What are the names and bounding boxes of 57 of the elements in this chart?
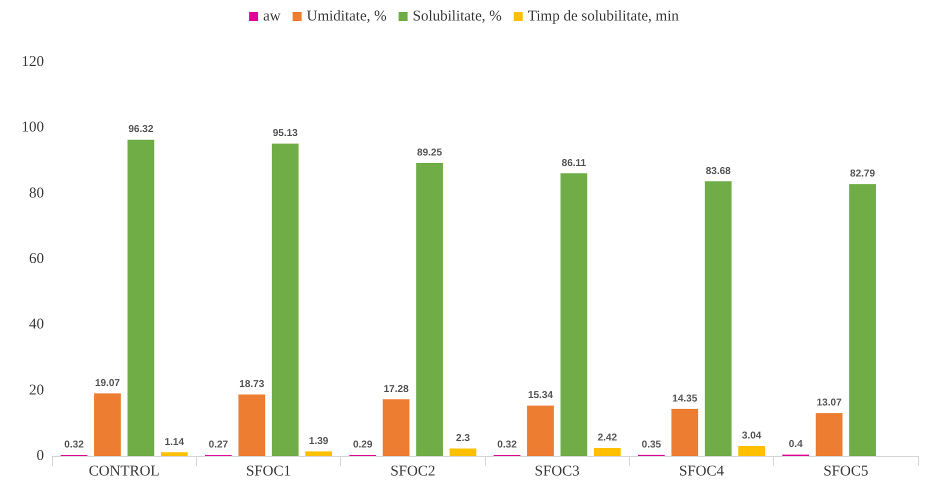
bar (671, 408, 698, 456)
data-label: 0.35 (642, 439, 662, 450)
y-tick-label: 80 (29, 185, 44, 202)
bar (305, 451, 332, 456)
bar (816, 413, 842, 456)
bar (238, 394, 266, 456)
bar (272, 144, 299, 456)
data-label: 17.28 (384, 384, 410, 395)
y-tick-label: 60 (29, 251, 44, 267)
legend-label: Timp de solubilitate, min (528, 8, 680, 24)
data-label: 0.27 (208, 440, 229, 451)
data-label: 15.34 (528, 390, 554, 402)
y-tick-label: 20 (29, 382, 44, 398)
bar (560, 173, 588, 456)
data-label: 96.32 (128, 124, 154, 136)
data-label: 0.4 (788, 439, 804, 450)
x-tick-label: SFOC3 (534, 464, 580, 480)
y-tick-label: 0 (36, 448, 44, 464)
data-label: 14.35 (672, 393, 698, 404)
bar (160, 452, 188, 456)
data-label: 89.25 (417, 147, 442, 158)
x-tick-label: SFOC2 (390, 464, 436, 480)
y-tick-label: 100 (22, 120, 44, 136)
data-label: 1.14 (164, 436, 184, 448)
data-label: 83.68 (706, 166, 732, 177)
bar (704, 181, 732, 456)
bar (594, 448, 621, 456)
data-label: 3.04 (742, 430, 762, 442)
y-tick-label: 120 (22, 54, 44, 70)
x-tick-label: SFOC4 (678, 464, 725, 480)
bar (527, 406, 554, 456)
data-label: 2.42 (598, 432, 618, 444)
data-label: 95.13 (272, 128, 298, 140)
data-label: 18.73 (239, 379, 265, 390)
bar (849, 184, 876, 456)
data-label: 1.39 (308, 436, 329, 447)
x-tick-label: SFOC1 (246, 464, 292, 480)
bar (450, 448, 476, 456)
bar (382, 399, 410, 456)
x-tick-label: CONTROL (88, 464, 160, 480)
data-label: 82.79 (850, 168, 876, 180)
data-label: 13.07 (816, 398, 842, 409)
data-label: 86.11 (562, 158, 587, 169)
data-label: 0.32 (497, 439, 518, 450)
x-tick-label: SFOC5 (823, 464, 868, 480)
y-tick-label: 40 (29, 316, 44, 333)
data-label: 0.32 (64, 439, 84, 450)
bar (94, 393, 121, 456)
bar (416, 162, 443, 456)
data-label: 2.3 (456, 432, 470, 444)
legend-label: aw (263, 8, 281, 24)
bar (128, 140, 154, 456)
data-label: 19.07 (94, 378, 120, 389)
data-label: 0.29 (352, 440, 373, 451)
legend-label: Umiditate, % (306, 8, 387, 24)
bar (738, 446, 766, 456)
legend-label: Solubilitate, % (412, 8, 502, 24)
